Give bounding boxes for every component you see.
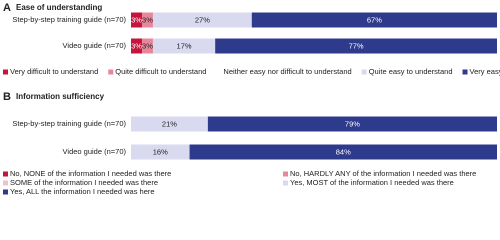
legend-label: Neither easy nor difficult to understand — [223, 67, 351, 76]
value-label: 17% — [177, 41, 192, 50]
legend-label: Very difficult to understand — [10, 67, 98, 76]
value-label: 79% — [345, 119, 360, 128]
legend-swatch — [3, 69, 8, 75]
legend-swatch — [216, 69, 222, 75]
value-label: 84% — [336, 147, 351, 156]
panel-title: Information sufficiency — [16, 92, 105, 101]
bar-segment — [141, 12, 153, 28]
value-label: 3% — [142, 41, 153, 50]
legend-label: SOME of the information I needed was the… — [10, 178, 158, 187]
bar-segment — [189, 144, 497, 160]
legend-label: Very easy to understand — [470, 67, 500, 76]
panel-label: B — [3, 91, 11, 103]
bar-segment — [251, 12, 497, 28]
legend-swatch — [283, 171, 288, 177]
legend-label: Yes, MOST of the information I needed wa… — [290, 178, 454, 187]
category-label: Video guide (n=70) — [63, 147, 127, 156]
value-label: 3% — [142, 15, 153, 24]
chart: A Ease of understanding Step-by-step train… — [3, 2, 500, 196]
legend-swatch — [361, 69, 367, 75]
category-label: Step-by-step training guide (n=70) — [12, 15, 126, 24]
legend-label: No, HARDLY ANY of the information I need… — [290, 169, 476, 178]
legend-swatch — [108, 69, 114, 75]
bar-segment — [131, 116, 208, 132]
legend-swatch — [3, 189, 8, 195]
value-label: 3% — [131, 41, 142, 50]
value-label: 21% — [162, 119, 177, 128]
bar-segment — [141, 38, 153, 54]
category-label: Video guide (n=70) — [63, 41, 127, 50]
legend-swatch — [283, 180, 288, 186]
category-label: Step-by-step training guide (n=70) — [12, 119, 126, 128]
legend-swatch — [3, 180, 8, 186]
bar-segment — [152, 12, 252, 28]
bar-segment — [131, 12, 142, 28]
bar-segment — [131, 144, 190, 160]
value-label: 67% — [367, 15, 382, 24]
panel-label: A — [3, 2, 11, 14]
value-label: 77% — [349, 41, 364, 50]
legend-label: Quite easy to understand — [369, 67, 453, 76]
bar-segment — [152, 38, 216, 54]
legend-swatch — [462, 69, 468, 75]
bar-segment — [131, 38, 142, 54]
value-label: 27% — [195, 15, 210, 24]
legend-label: Yes, ALL the information I needed was he… — [10, 187, 155, 196]
panel-title: Ease of understanding — [16, 3, 102, 12]
legend-label: No, NONE of the information I needed was… — [10, 169, 171, 178]
bar-segment — [215, 38, 497, 54]
value-label: 16% — [153, 147, 168, 156]
bar-segment — [207, 116, 498, 132]
legend-swatch — [3, 171, 8, 177]
legend-label: Quite difficult to understand — [115, 67, 206, 76]
value-label: 3% — [131, 15, 142, 24]
